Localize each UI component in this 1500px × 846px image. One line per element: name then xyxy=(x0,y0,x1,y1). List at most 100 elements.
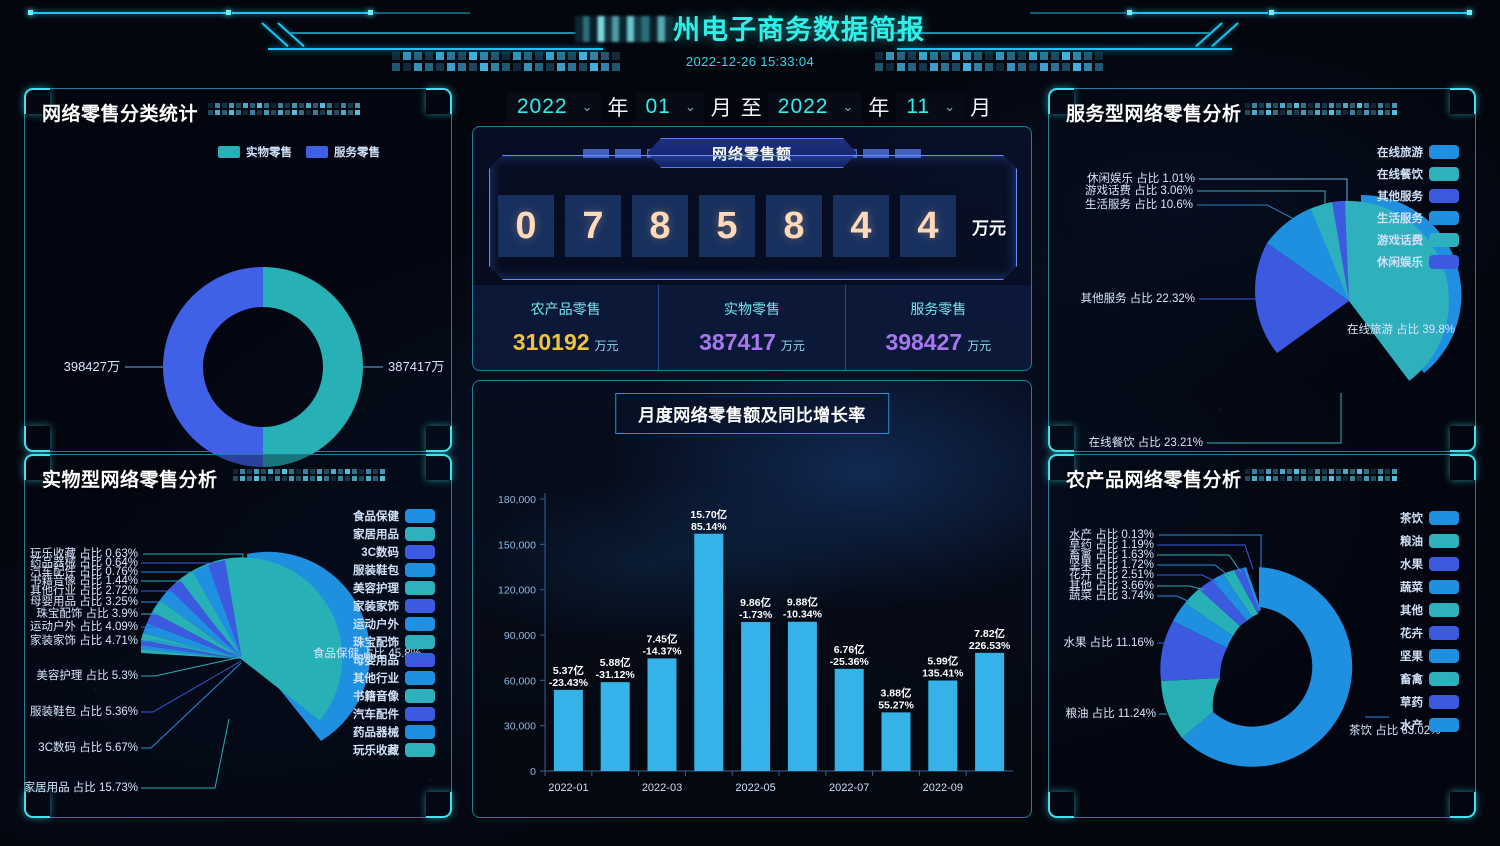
pie-slice-maternal[interactable] xyxy=(147,612,241,659)
legend-item-11[interactable]: 汽车配件 xyxy=(331,707,435,721)
legend-item-3[interactable]: 蔬菜 xyxy=(1355,580,1459,594)
legend-item[interactable]: 服务零售 xyxy=(306,144,380,160)
legend-item-5[interactable]: 家装家饰 xyxy=(331,599,435,613)
end-month-select[interactable]: 11 xyxy=(896,92,941,122)
deco-block xyxy=(601,63,609,71)
donut-slice-tea[interactable] xyxy=(1182,567,1353,767)
start-year-select[interactable]: 2022 xyxy=(506,92,578,122)
deco-block xyxy=(458,52,466,60)
legend-item-7[interactable]: 畜禽 xyxy=(1355,672,1459,686)
deco-dot xyxy=(324,476,329,481)
pie-slice-medical[interactable] xyxy=(140,645,241,659)
donut-slice-fruit[interactable] xyxy=(1160,621,1227,681)
start-month-select[interactable]: 01 xyxy=(635,92,681,122)
deco-dot xyxy=(1322,469,1327,474)
donut-slice-vegetable[interactable] xyxy=(1173,603,1233,648)
pie-slice-other-services[interactable] xyxy=(1255,243,1349,353)
legend-item-4[interactable]: 游戏话费 xyxy=(1355,233,1459,247)
header-deco-line-left-1 xyxy=(30,12,230,14)
legend-item-3[interactable]: 服装鞋包 xyxy=(331,563,435,577)
legend-item-3[interactable]: 生活服务 xyxy=(1355,211,1459,225)
donut-slice-other[interactable] xyxy=(1185,589,1240,636)
legend-item-0[interactable]: 食品保健 xyxy=(331,509,435,523)
donut-slice-aquatic[interactable] xyxy=(1243,567,1261,611)
end-year-select[interactable]: 2022 xyxy=(767,92,839,122)
legend-item-6[interactable]: 坚果 xyxy=(1355,649,1459,663)
legend-item-10[interactable]: 书籍音像 xyxy=(331,689,435,703)
deco-dot xyxy=(1385,110,1390,115)
legend-item-6[interactable]: 运动户外 xyxy=(331,617,435,631)
bar-2022-01[interactable] xyxy=(553,689,583,771)
deco-dot xyxy=(355,103,360,108)
deco-block xyxy=(1018,63,1026,71)
legend-item-5[interactable]: 休闲娱乐 xyxy=(1355,255,1459,269)
legend-label: 3C数码 xyxy=(361,547,399,559)
legend-item-0[interactable]: 在线旅游 xyxy=(1355,145,1459,159)
bar-2022-05[interactable] xyxy=(741,622,771,771)
bar-2022-06[interactable] xyxy=(787,621,817,771)
end-month-chevron-down-icon[interactable]: ⌄ xyxy=(940,92,964,122)
bar-2022-08[interactable] xyxy=(881,712,911,771)
legend-item-13[interactable]: 玩乐收藏 xyxy=(331,743,435,757)
kpi-column: 农产品零售 310192 万元 xyxy=(473,285,659,370)
donut-slice-physical[interactable] xyxy=(263,267,363,467)
donut-slice-flower[interactable] xyxy=(1199,580,1247,626)
legend-item-8[interactable]: 草药 xyxy=(1355,695,1459,709)
deco-dot xyxy=(338,469,343,474)
bar-2022-04[interactable] xyxy=(694,533,724,771)
legend-item-4[interactable]: 其他 xyxy=(1355,603,1459,617)
donut-slice-nuts[interactable] xyxy=(1212,574,1252,621)
bar-2022-03[interactable] xyxy=(647,658,677,771)
deco-block xyxy=(579,52,587,60)
end-year-chevron-down-icon[interactable]: ⌄ xyxy=(838,92,862,122)
legend-item-2[interactable]: 其他服务 xyxy=(1355,189,1459,203)
bar-growth-label-6: -25.36% xyxy=(830,656,870,668)
pie-slice-other-industry[interactable] xyxy=(143,623,241,659)
start-year-chevron-down-icon[interactable]: ⌄ xyxy=(577,92,601,122)
bar-2022-09[interactable] xyxy=(928,680,958,771)
deco-block xyxy=(568,52,576,60)
legend-item-1[interactable]: 粮油 xyxy=(1355,534,1459,548)
legend-item[interactable]: 实物零售 xyxy=(218,144,292,160)
deco-dot xyxy=(261,469,266,474)
donut-slice-livestock[interactable] xyxy=(1223,570,1258,617)
x-tick-label-4: 2022-05 xyxy=(735,782,775,794)
bar-value-label-4: 9.86亿 xyxy=(740,596,771,609)
donut-slice-herbs[interactable] xyxy=(1234,568,1259,614)
legend-item-5[interactable]: 花卉 xyxy=(1355,626,1459,640)
donut-annotation-flower: 花卉 占比 2.51% xyxy=(1069,567,1154,581)
donut-slice-grain-oil[interactable] xyxy=(1161,678,1220,738)
legend-item-7[interactable]: 珠宝配饰 xyxy=(331,635,435,649)
legend-item-1[interactable]: 家居用品 xyxy=(331,527,435,541)
pie-slice-beauty[interactable] xyxy=(180,572,241,659)
pie-slice-life-services[interactable] xyxy=(1267,209,1349,301)
pie-slice-home-decor[interactable] xyxy=(169,580,241,659)
bar-2022-02[interactable] xyxy=(600,682,630,771)
legend-item-2[interactable]: 3C数码 xyxy=(331,545,435,559)
deco-block xyxy=(392,52,400,60)
legend-item-9[interactable]: 水产 xyxy=(1355,718,1459,732)
pie-slice-toys[interactable] xyxy=(140,649,241,659)
legend-swatch-icon xyxy=(1429,145,1459,159)
pie-slice-leisure[interactable] xyxy=(1332,201,1349,301)
legend-item-4[interactable]: 美容护理 xyxy=(331,581,435,595)
legend-item-8[interactable]: 母婴用品 xyxy=(331,653,435,667)
legend-item-12[interactable]: 药品器械 xyxy=(331,725,435,739)
pie-annotation-beauty: 美容护理 占比 5.3% xyxy=(36,668,138,682)
legend-item-0[interactable]: 茶饮 xyxy=(1355,511,1459,525)
deco-dot xyxy=(1343,103,1348,108)
pie-slice-auto-parts[interactable] xyxy=(140,640,241,659)
legend-item-9[interactable]: 其他行业 xyxy=(331,671,435,685)
donut-slice-service[interactable] xyxy=(163,267,263,467)
legend-item-2[interactable]: 水果 xyxy=(1355,557,1459,571)
bar-value-label-7: 3.88亿 xyxy=(881,686,912,699)
pie-slice-game-topup[interactable] xyxy=(1311,202,1349,301)
legend-swatch-icon xyxy=(405,617,435,631)
deco-dot xyxy=(348,110,353,115)
bar-2022-10[interactable] xyxy=(975,652,1005,771)
bar-2022-07[interactable] xyxy=(834,668,864,771)
start-month-chevron-down-icon[interactable]: ⌄ xyxy=(680,92,704,122)
date-range-selector[interactable]: 2022 ⌄ 年 01 ⌄ 月 至 2022 ⌄ 年 11 ⌄ 月 xyxy=(505,88,1000,126)
legend-item-1[interactable]: 在线餐饮 xyxy=(1355,167,1459,181)
page-title: 州电子商务数据简报 xyxy=(0,8,1500,47)
